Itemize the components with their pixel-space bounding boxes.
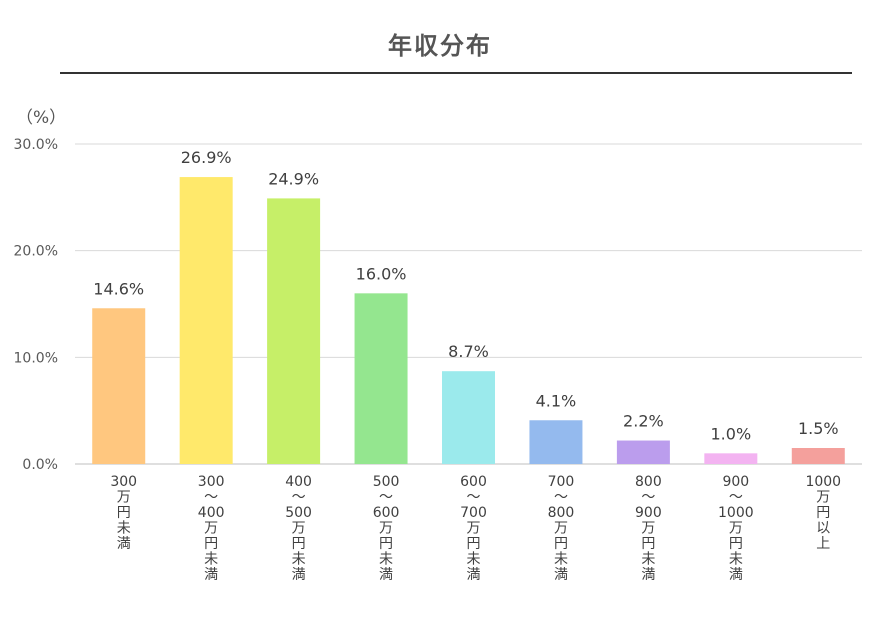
bar [354, 293, 408, 464]
data-label: 2.2% [623, 412, 664, 431]
data-label: 16.0% [356, 264, 407, 283]
x-tick-label: 300 万円未満 [110, 474, 137, 552]
bar [616, 440, 670, 464]
data-label: 8.7% [448, 342, 489, 361]
y-tick-label: 10.0% [14, 350, 58, 366]
data-label: 24.9% [268, 169, 319, 188]
bar [442, 371, 495, 464]
data-label: 1.0% [711, 424, 752, 443]
bar [267, 198, 321, 464]
x-tick-label: 800 ～ 900 万円未満 [635, 474, 662, 583]
x-tick-label: 700 ～ 800 万円未満 [548, 474, 575, 583]
x-tick-label: 1000 万円以上 [805, 474, 841, 552]
data-label: 4.1% [536, 391, 577, 410]
title-underline [60, 72, 852, 74]
x-tick-label: 400 ～ 500 万円未満 [285, 474, 312, 583]
bar [529, 420, 583, 464]
bar [791, 448, 845, 464]
y-tick-label: 30.0% [14, 137, 58, 153]
data-label: 26.9% [181, 148, 232, 167]
data-label: 14.6% [93, 279, 144, 298]
y-tick-label: 0.0% [22, 457, 58, 473]
chart-title: 年収分布 [388, 32, 492, 60]
x-tick-label: 300 ～ 400 万円未満 [198, 474, 225, 583]
x-tick-label: 500 ～ 600 万円未満 [373, 474, 400, 583]
bar [92, 308, 146, 464]
data-label: 1.5% [798, 419, 839, 438]
bar [179, 177, 233, 465]
y-unit-label: （%） [16, 108, 67, 128]
y-tick-label: 20.0% [14, 244, 58, 260]
x-tick-label: 900 ～ 1000 万円未満 [718, 474, 754, 583]
bar [704, 453, 758, 464]
x-tick-label: 600 ～ 700 万円未満 [460, 474, 487, 583]
